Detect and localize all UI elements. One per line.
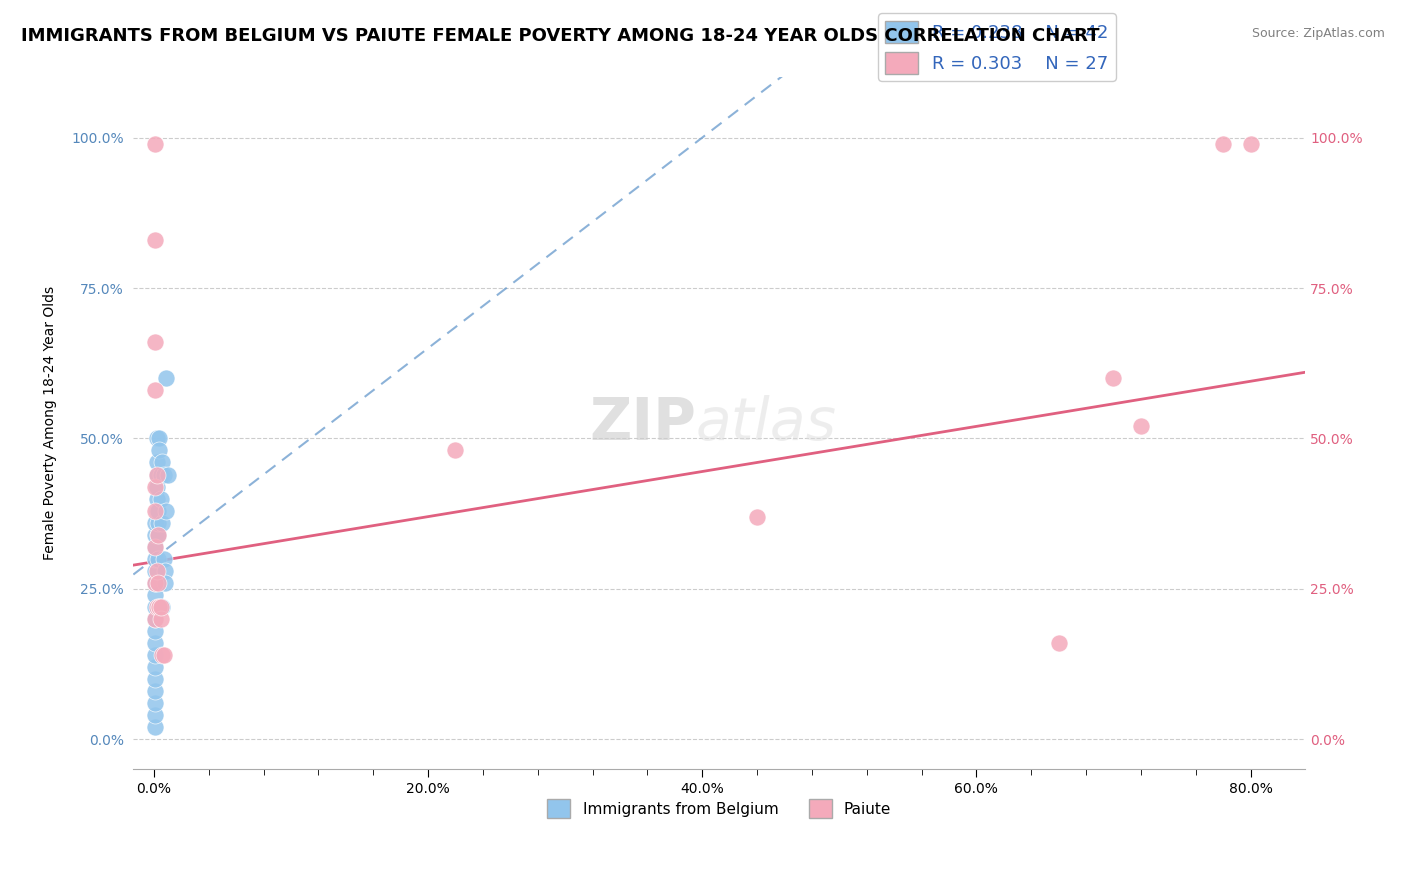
Point: [148, 443, 170, 458]
Point: [143, 672, 166, 686]
Point: [152, 648, 174, 662]
Point: [143, 540, 166, 554]
Point: [143, 612, 166, 626]
Point: [143, 696, 166, 710]
Text: IMMIGRANTS FROM BELGIUM VS PAIUTE FEMALE POVERTY AMONG 18-24 YEAR OLDS CORRELATI: IMMIGRANTS FROM BELGIUM VS PAIUTE FEMALE…: [21, 27, 1099, 45]
Point: [150, 455, 173, 469]
Point: [143, 527, 166, 541]
Point: [155, 371, 177, 385]
Point: [143, 335, 166, 350]
Point: [1047, 636, 1070, 650]
Point: [143, 720, 166, 734]
Point: [1129, 419, 1152, 434]
Point: [143, 233, 166, 247]
Point: [145, 431, 167, 445]
Point: [149, 599, 172, 614]
Point: [143, 708, 166, 723]
Text: Source: ZipAtlas.com: Source: ZipAtlas.com: [1251, 27, 1385, 40]
Point: [1212, 136, 1234, 151]
Point: [145, 599, 167, 614]
Point: [145, 467, 167, 482]
Point: [143, 516, 166, 530]
Point: [1239, 136, 1261, 151]
Point: [143, 660, 166, 674]
Point: [152, 467, 174, 482]
Point: [143, 540, 166, 554]
Point: [149, 491, 172, 506]
Point: [143, 503, 166, 517]
Legend: Immigrants from Belgium, Paiute: Immigrants from Belgium, Paiute: [541, 793, 897, 824]
Point: [145, 467, 167, 482]
Point: [145, 491, 167, 506]
Point: [152, 551, 174, 566]
Point: [148, 431, 170, 445]
Point: [146, 575, 169, 590]
Point: [155, 503, 177, 517]
Point: [149, 467, 172, 482]
Point: [143, 564, 166, 578]
Point: [145, 455, 167, 469]
Point: [146, 527, 169, 541]
Point: [145, 564, 167, 578]
Point: [143, 136, 166, 151]
Point: [143, 636, 166, 650]
Point: [143, 575, 166, 590]
Point: [745, 509, 768, 524]
Point: [146, 527, 169, 541]
Point: [143, 599, 166, 614]
Text: ZIP: ZIP: [589, 395, 696, 452]
Point: [143, 551, 166, 566]
Point: [143, 648, 166, 662]
Point: [146, 551, 169, 566]
Point: [148, 599, 170, 614]
Point: [143, 612, 166, 626]
Point: [143, 575, 166, 590]
Point: [143, 384, 166, 398]
Point: [149, 612, 172, 626]
Point: [143, 684, 166, 698]
Point: [156, 467, 179, 482]
Text: atlas: atlas: [696, 395, 837, 452]
Point: [153, 575, 176, 590]
Point: [145, 503, 167, 517]
Point: [146, 503, 169, 517]
Point: [153, 564, 176, 578]
Point: [1102, 371, 1125, 385]
Point: [148, 599, 170, 614]
Y-axis label: Female Poverty Among 18-24 Year Olds: Female Poverty Among 18-24 Year Olds: [44, 286, 58, 560]
Point: [150, 599, 173, 614]
Point: [145, 479, 167, 493]
Point: [143, 588, 166, 602]
Point: [444, 443, 467, 458]
Point: [150, 648, 173, 662]
Point: [146, 516, 169, 530]
Point: [143, 479, 166, 493]
Point: [150, 516, 173, 530]
Point: [143, 624, 166, 638]
